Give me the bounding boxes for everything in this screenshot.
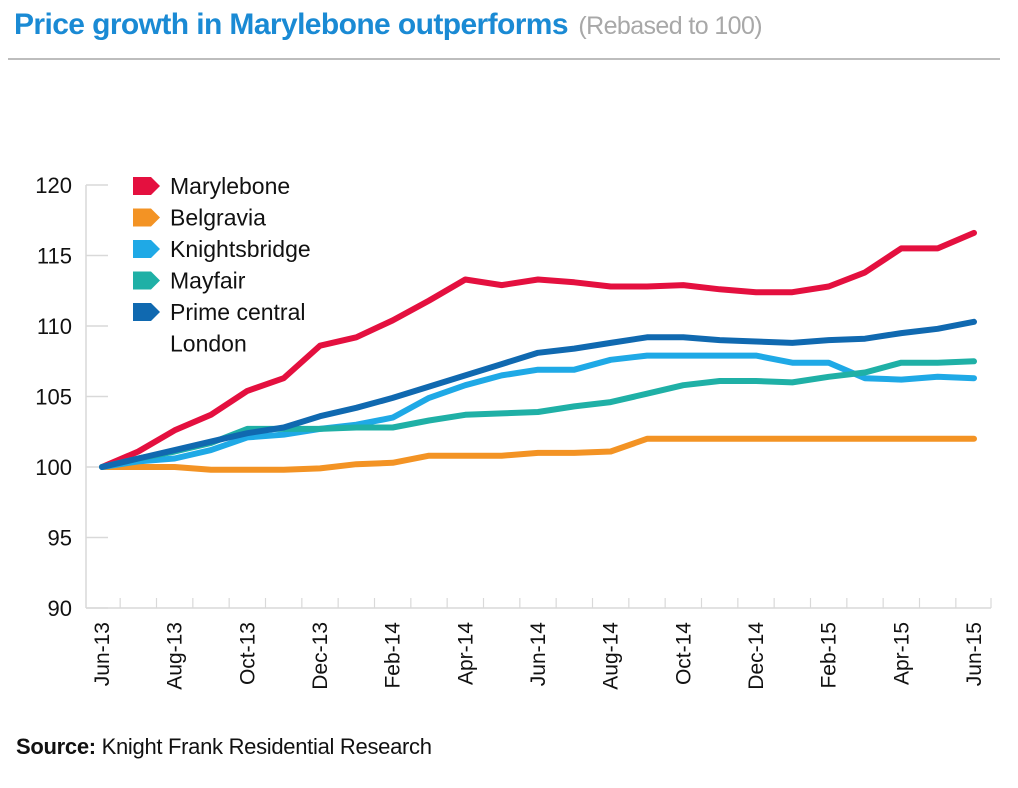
legend-swatch-icon — [133, 303, 160, 321]
legend-item: Belgravia — [133, 205, 266, 231]
y-tick-label: 105 — [35, 385, 72, 410]
legend-label: Knightsbridge — [170, 236, 311, 262]
legend-swatch-icon — [133, 240, 160, 258]
legend-label: Mayfair — [170, 268, 246, 294]
legend-label: London — [170, 331, 247, 357]
legend-label: Marylebone — [170, 173, 290, 199]
x-tick-label: Oct-13 — [236, 622, 259, 685]
x-tick-label: Aug-14 — [600, 622, 623, 690]
legend-item: Marylebone — [133, 173, 290, 199]
legend-label: Belgravia — [170, 205, 266, 231]
x-tick-label: Aug-13 — [164, 622, 187, 690]
source-text: Knight Frank Residential Research — [101, 734, 432, 759]
x-tick-label: Oct-14 — [672, 622, 695, 685]
x-tick-label: Dec-14 — [745, 622, 768, 690]
series-line-knightsbridge — [99, 352, 977, 470]
legend-item: Mayfair — [133, 268, 246, 294]
chart-subtitle: (Rebased to 100) — [578, 12, 762, 40]
series-line-marylebone — [99, 229, 977, 470]
source-note: Source: Knight Frank Residential Researc… — [16, 734, 432, 760]
chart-title-main: Price growth in Marylebone outperforms — [14, 8, 569, 41]
y-tick-label: 115 — [37, 244, 72, 269]
legend-item: Knightsbridge — [133, 236, 311, 262]
x-tick-label: Feb-15 — [818, 622, 841, 689]
source-label: Source: — [16, 734, 96, 759]
x-tick-label: Dec-13 — [309, 622, 332, 690]
chart-title: Price growth in Marylebone outperforms (… — [14, 8, 763, 42]
x-tick-label: Feb-14 — [382, 622, 405, 689]
legend-item: Prime central London — [133, 299, 305, 357]
x-tick-label: Jun-15 — [963, 622, 986, 686]
y-tick-label: 95 — [48, 526, 72, 551]
x-tick-label: Jun-14 — [527, 622, 550, 687]
series-lines — [99, 229, 977, 473]
x-tick-label: Apr-15 — [890, 622, 913, 685]
legend-swatch-icon — [133, 271, 160, 290]
y-tick-label: 120 — [35, 173, 72, 198]
y-tick-label: 90 — [48, 596, 72, 621]
legend-label: Prime central — [170, 299, 305, 325]
y-tick-label: 110 — [37, 314, 72, 339]
legend-swatch-icon — [133, 208, 160, 227]
x-tick-label: Apr-14 — [454, 622, 477, 685]
legend: Marylebone Belgravia Knightsbridge Mayfair P… — [133, 173, 311, 357]
series-line-belgravia — [99, 435, 977, 473]
axes: 90 95 100 105 110 115 120 Jun-13 Aug-13 Oct-13 Dec… — [35, 173, 992, 690]
x-tick-label: Jun-13 — [91, 622, 114, 686]
y-tick-label: 100 — [35, 455, 72, 480]
legend-swatch-icon — [133, 177, 160, 195]
series-line-prime-central-london — [99, 318, 977, 470]
series-line-mayfair — [99, 358, 977, 470]
title-divider — [8, 58, 1000, 60]
